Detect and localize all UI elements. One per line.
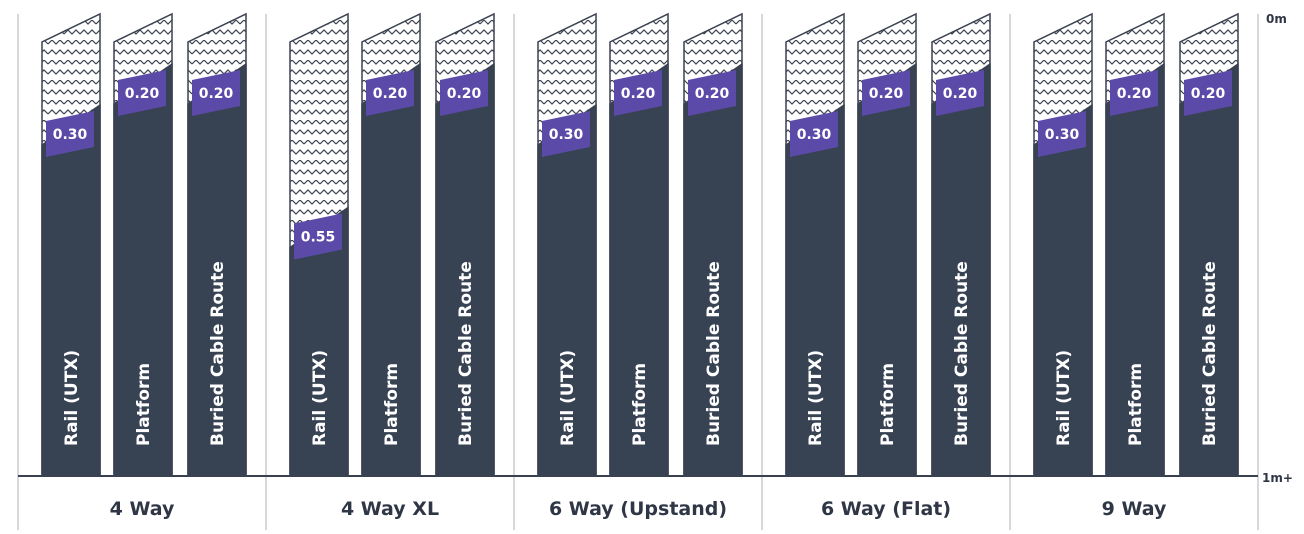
group-dividers (17, 14, 1259, 530)
depth-badge (192, 70, 240, 116)
column-label: Rail (UTX) (558, 350, 578, 446)
group-label: 4 Way (110, 498, 175, 520)
depth-badge (118, 70, 166, 116)
column-label: Buried Cable Route (456, 261, 476, 446)
depth-column: 0.20 Platform (361, 12, 421, 477)
depth-column: 0.30 Rail (UTX) (41, 12, 101, 477)
group-label: 9 Way (1102, 498, 1167, 520)
depth-badge (294, 213, 342, 260)
depth-value-label: 0.30 (797, 127, 832, 143)
depth-column: 0.55 Rail (UTX) (289, 12, 349, 477)
depth-column: 0.20 Buried Cable Route (187, 12, 247, 477)
depth-column: 0.20 Platform (857, 12, 917, 477)
group-label: 6 Way (Flat) (821, 498, 951, 520)
depth-badge (1038, 111, 1086, 157)
depth-value-label: 0.20 (199, 86, 234, 102)
depth-value-label: 0.30 (53, 127, 88, 143)
depth-value-label: 0.55 (301, 230, 336, 246)
depth-badge (614, 70, 662, 116)
column-label: Buried Cable Route (1200, 261, 1220, 446)
depth-column: 0.20 Platform (609, 12, 669, 477)
depth-badge (1110, 70, 1158, 116)
group-labels: 4 Way 4 Way XL 6 Way (Upstand) 6 Way (Flat)… (110, 498, 1167, 520)
column-label: Buried Cable Route (208, 261, 228, 446)
depth-value-label: 0.20 (695, 86, 730, 102)
column-label: Platform (1126, 363, 1146, 446)
depth-column: 0.30 Rail (UTX) (1033, 12, 1093, 477)
depth-column: 0.20 Platform (113, 12, 173, 477)
depth-value-label: 0.30 (549, 127, 584, 143)
column-label: Rail (UTX) (62, 350, 82, 446)
depth-badge (862, 70, 910, 116)
column-label: Rail (UTX) (806, 350, 826, 446)
depth-badge (46, 111, 94, 157)
column-label: Rail (UTX) (310, 350, 330, 446)
depth-value-label: 0.20 (373, 86, 408, 102)
depth-column: 0.20 Buried Cable Route (1179, 12, 1239, 477)
depth-value-label: 0.20 (621, 86, 656, 102)
depth-badge (790, 111, 838, 157)
depth-column: 0.30 Rail (UTX) (785, 12, 845, 477)
column-label: Rail (UTX) (1054, 350, 1074, 446)
column-label: Buried Cable Route (704, 261, 724, 446)
depth-value-label: 0.20 (447, 86, 482, 102)
depth-value-label: 0.20 (869, 86, 904, 102)
depth-column: 0.20 Buried Cable Route (683, 12, 743, 477)
column-label: Buried Cable Route (952, 261, 972, 446)
depth-value-label: 0.20 (125, 86, 160, 102)
depth-badge (688, 70, 736, 116)
axis-top-label: 0m (1266, 12, 1287, 26)
group-label: 6 Way (Upstand) (549, 498, 727, 520)
depth-badge (440, 70, 488, 116)
depth-value-label: 0.20 (943, 86, 978, 102)
depth-column: 0.30 Rail (UTX) (537, 12, 597, 477)
depth-column: 0.20 Buried Cable Route (435, 12, 495, 477)
group-label: 4 Way XL (341, 498, 439, 520)
depth-axis: 0m 1m+ (1262, 12, 1293, 485)
depth-badge (1184, 70, 1232, 116)
axis-bottom-label: 1m+ (1262, 471, 1293, 485)
column-label: Platform (878, 363, 898, 446)
columns-layer: 0.30 Rail (UTX) 0.20 Platform 0.20 Buried Cab… (41, 12, 1239, 477)
column-label: Platform (630, 363, 650, 446)
depth-badge (366, 70, 414, 116)
column-label: Platform (382, 363, 402, 446)
column-label: Platform (134, 363, 154, 446)
depth-value-label: 0.20 (1117, 86, 1152, 102)
depth-value-label: 0.20 (1191, 86, 1226, 102)
depth-badge (936, 70, 984, 116)
depth-column: 0.20 Buried Cable Route (931, 12, 991, 477)
depth-column: 0.20 Platform (1105, 12, 1165, 477)
depth-badge (542, 111, 590, 157)
depth-value-label: 0.30 (1045, 127, 1080, 143)
